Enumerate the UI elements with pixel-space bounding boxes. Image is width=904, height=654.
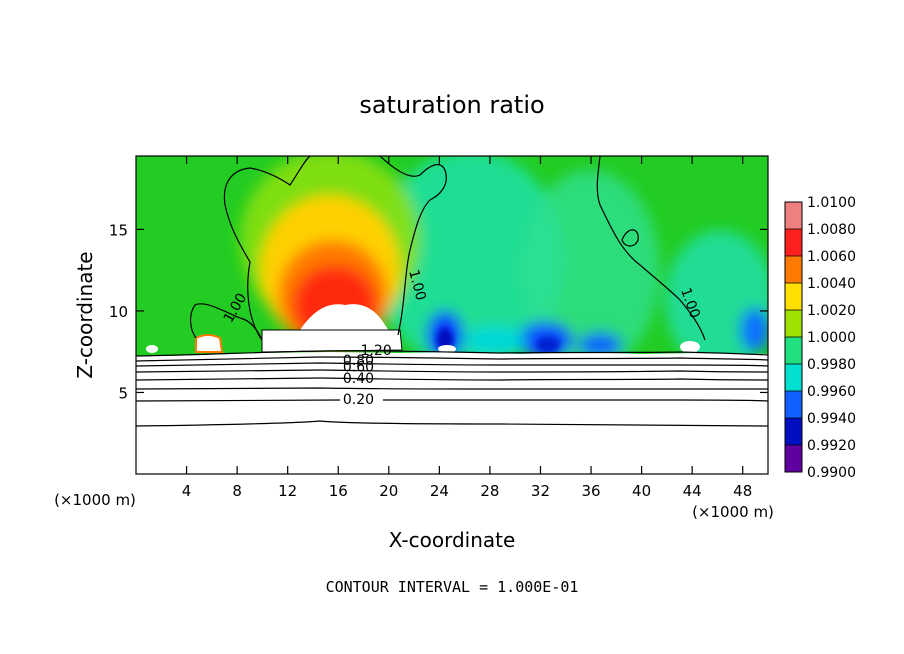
colorbar-level-label: 1.0000 [807, 330, 856, 346]
x-tick-label: 8 [232, 482, 242, 500]
colorbar-level-label: 1.0040 [807, 276, 856, 292]
x-tick-label: 36 [581, 482, 600, 500]
x-tick-label: 28 [480, 482, 499, 500]
x-tick-label: 44 [683, 482, 702, 500]
x-tick-label: 16 [329, 482, 348, 500]
colorbar-swatch [785, 418, 802, 446]
heatmap-field [136, 156, 768, 474]
contour-labels: 1.001.001.001.200.800.600.400.20 [221, 268, 703, 408]
colorbar-level-label: 0.9900 [807, 465, 856, 481]
x-tick-label: 48 [733, 482, 752, 500]
colorbar-level-label: 0.9920 [807, 438, 856, 454]
x-axis: 4 8 12 16 20 24 28 32 36 40 44 48 [182, 156, 752, 500]
x-axis-label: X-coordinate [389, 528, 516, 552]
y-unit-label: (×1000 m) [54, 491, 136, 509]
y-tick-label: 10 [109, 303, 128, 321]
y-tick-label: 5 [118, 384, 128, 402]
y-axis: 5 10 15 [109, 221, 768, 402]
contour-label: 1.20 [361, 343, 392, 359]
x-tick-label: 32 [531, 482, 550, 500]
colorbar-swatch [785, 337, 802, 365]
contour-label: 0.80 [343, 353, 374, 369]
y-axis-label: Z-coordinate [73, 251, 97, 378]
chart-title: saturation ratio [359, 91, 544, 119]
colorbar-swatch [785, 229, 802, 257]
colorbar-level-label: 0.9960 [807, 384, 856, 400]
colorbar-level-label: 0.9940 [807, 411, 856, 427]
plot-frame [135, 155, 769, 475]
contour-label: 0.20 [343, 392, 374, 408]
colorbar-swatch [785, 310, 802, 338]
colorbar-swatch [785, 391, 802, 419]
x-tick-label: 4 [182, 482, 192, 500]
contour-label: 0.40 [343, 371, 374, 387]
colorbar-swatch [785, 256, 802, 284]
contour-interval-note: CONTOUR INTERVAL = 1.000E-01 [326, 578, 579, 596]
x-unit-label: (×1000 m) [692, 503, 774, 521]
x-tick-label: 40 [632, 482, 651, 500]
colorbar-level-label: 1.0020 [807, 303, 856, 319]
colorbar: 1.0100 1.0080 1.0060 1.0040 1.0020 1.0000 0.99… [784, 195, 856, 481]
colorbar-swatch [785, 202, 802, 230]
colorbar-level-label: 1.0060 [807, 249, 856, 265]
colorbar-swatch [785, 283, 802, 311]
colorbar-level-label: 0.9980 [807, 357, 856, 373]
contour-label: 1.00 [405, 268, 429, 302]
contour-label: 0.60 [343, 359, 374, 375]
x-tick-label: 12 [278, 482, 297, 500]
contour-lines [136, 156, 768, 427]
x-tick-label: 24 [430, 482, 449, 500]
colorbar-level-label: 1.0100 [807, 195, 856, 211]
x-tick-label: 20 [379, 482, 398, 500]
colorbar-swatch [785, 445, 802, 473]
y-tick-label: 15 [109, 221, 128, 239]
colorbar-swatch [785, 364, 802, 392]
colorbar-level-label: 1.0080 [807, 222, 856, 238]
